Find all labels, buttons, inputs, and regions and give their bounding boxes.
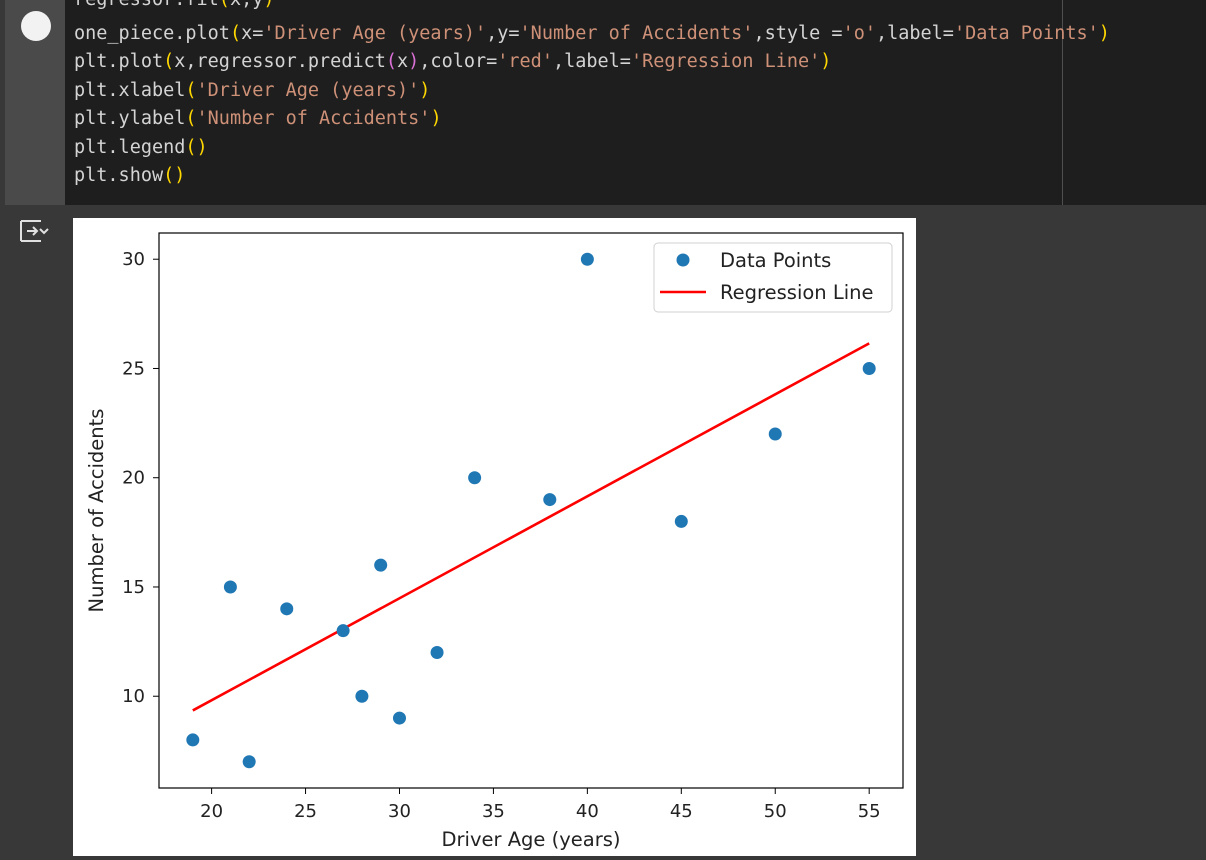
data-point [674,514,688,528]
legend-label-points: Data Points [720,249,831,272]
code-token: ) [263,0,274,10]
output-toggle-icon [20,220,49,242]
x-axis-label: Driver Age (years) [442,828,621,851]
legend-marker-points [676,253,690,267]
x-tick-label: 50 [764,801,787,822]
code-token: ,color= [419,51,498,72]
code-token: () [163,165,186,186]
code-token: ) [408,51,420,72]
code-token: ) [430,108,442,129]
x-tick-label: 20 [200,801,223,822]
code-line[interactable]: regressor.fit(x,y) [74,0,275,14]
data-point [392,711,406,725]
code-token: regressor.fit [74,0,219,10]
x-tick-label: 25 [294,801,317,822]
code-token: plt.show [74,165,164,186]
scatter-chart: 20 25 30 35 40 45 50 55 10 15 20 25 30 Driver Age (ye… [85,232,904,851]
code-token: one_piece.plot [74,23,230,44]
regression-line [192,342,870,712]
code-token: ,label= [875,23,954,44]
data-point [468,471,482,485]
code-token: 'o' [842,23,876,44]
x-tick-label: 45 [670,801,693,822]
output-toggle-button[interactable] [19,218,49,244]
code-token: ( [219,0,230,10]
data-point [430,646,444,660]
code-token: ,style = [753,23,843,44]
code-line[interactable]: plt.plot(x,regressor.predict(x),color='r… [74,48,831,76]
code-line[interactable]: plt.legend() [74,134,208,162]
y-tick-label: 25 [122,358,145,379]
code-token: ( [163,51,175,72]
plot-output: 20 25 30 35 40 45 50 55 10 15 20 25 30 Driver Age (ye… [73,218,916,856]
code-token: 'Number of Accidents' [519,23,754,44]
code-editor[interactable]: regressor.fit(x,y)one_piece.plot(x='Driv… [65,0,1206,205]
code-token: 'Driver Age (years)' [196,80,420,101]
code-token: x,regressor.predict [174,51,386,72]
code-token: x= [241,23,264,44]
code-token: 'Driver Age (years)' [263,23,487,44]
code-token: 'Number of Accidents' [196,108,431,129]
code-token: x,y [230,0,263,10]
data-point [374,558,388,572]
code-line[interactable]: plt.ylabel('Number of Accidents') [74,105,442,133]
code-line[interactable]: plt.show() [74,162,185,190]
code-token: 'Regression Line' [630,51,821,72]
axes-frame [158,232,904,789]
data-point [862,361,876,375]
data-point [768,427,782,441]
code-line[interactable]: one_piece.plot(x='Driver Age (years)',y=… [74,20,1110,48]
code-token: ( [229,23,242,44]
line-length-ruler [1062,0,1063,205]
code-token: ( [385,51,398,72]
code-token: () [185,137,208,158]
data-point [355,689,369,703]
code-token: 'Data Points' [953,23,1099,44]
y-tick-label: 15 [122,577,145,598]
data-point [580,252,594,266]
code-token: 'red' [497,51,553,72]
code-token: ,label= [552,51,631,72]
code-token: ) [419,80,431,101]
output-gutter [5,205,65,856]
code-token: x [397,51,409,72]
code-line[interactable]: plt.xlabel('Driver Age (years)') [74,77,430,105]
y-tick-label: 20 [122,468,145,489]
data-point [543,493,557,507]
code-token: plt.plot [74,51,164,72]
data-point [186,733,200,747]
code-token: plt.legend [74,137,186,158]
data-point [242,755,256,769]
y-tick-label: 10 [122,686,145,707]
code-token: ( [185,80,197,101]
x-tick-label: 55 [858,801,881,822]
data-point [280,602,294,616]
code-token: ) [820,51,832,72]
y-axis-label: Number of Accidents [85,409,108,613]
data-point [336,624,350,638]
legend-box [653,242,893,313]
code-token: ,y= [486,23,520,44]
data-point [223,580,237,594]
x-tick-label: 30 [388,801,411,822]
y-tick-label: 30 [122,249,145,270]
code-token: ) [1098,23,1110,44]
code-token: plt.ylabel [74,108,186,129]
run-cell-button[interactable] [21,11,51,41]
legend-label-line: Regression Line [720,281,874,304]
x-tick-label: 40 [576,801,599,822]
code-token: ( [185,108,197,129]
code-token: plt.xlabel [74,80,186,101]
x-tick-label: 35 [482,801,505,822]
code-cell[interactable]: regressor.fit(x,y)one_piece.plot(x='Driv… [0,0,1206,205]
